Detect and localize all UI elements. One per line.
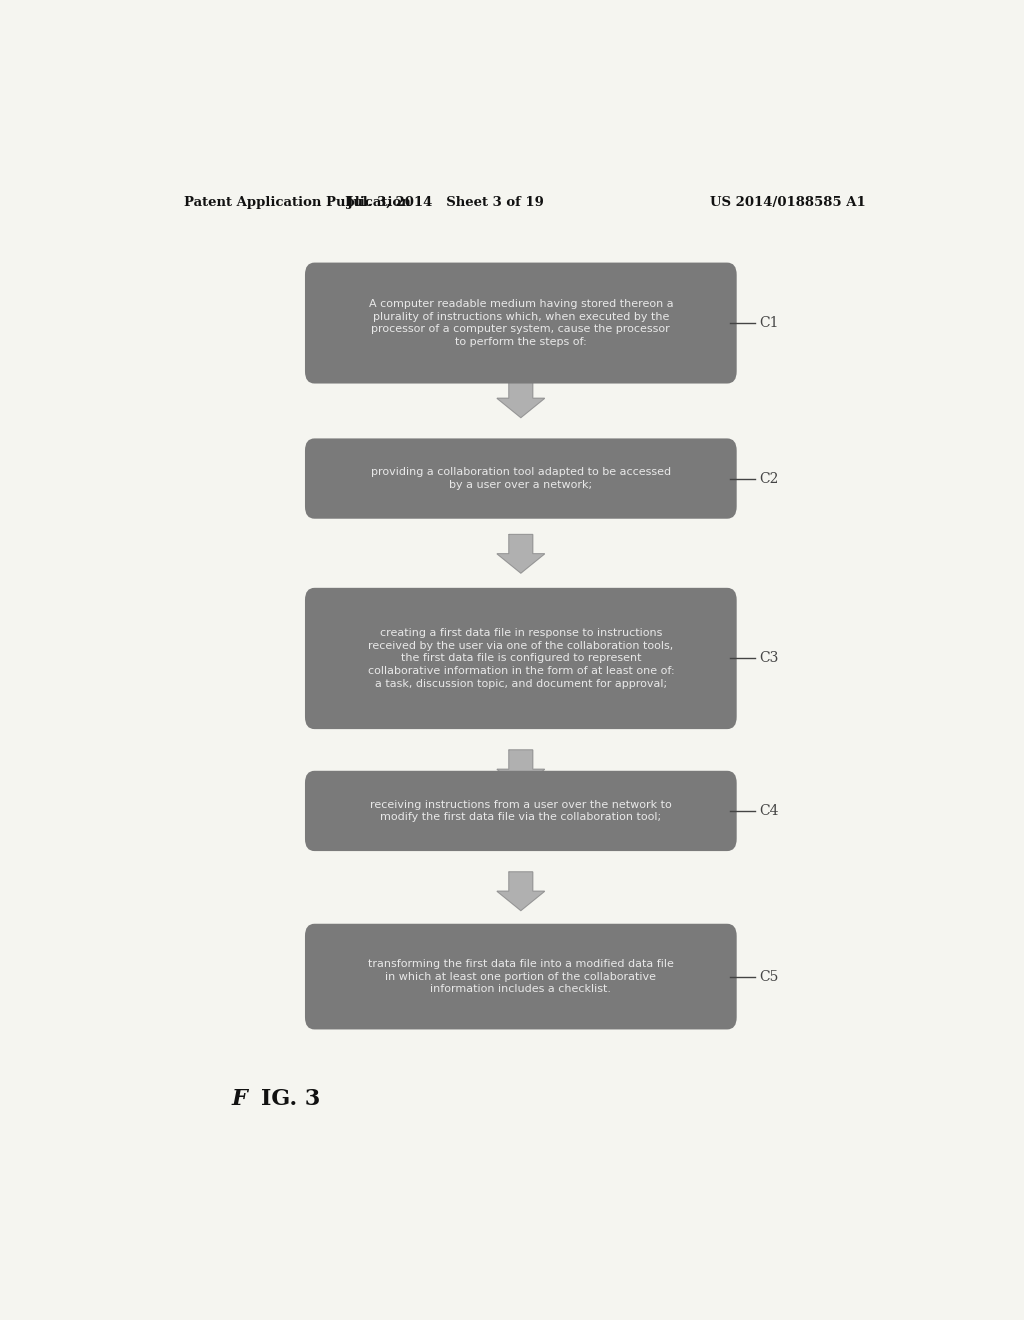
Text: C4: C4 <box>759 804 778 818</box>
FancyBboxPatch shape <box>305 438 736 519</box>
Text: A computer readable medium having stored thereon a
plurality of instructions whi: A computer readable medium having stored… <box>369 298 673 347</box>
FancyBboxPatch shape <box>305 263 736 384</box>
Polygon shape <box>497 379 545 417</box>
Text: IG. 3: IG. 3 <box>261 1088 321 1110</box>
FancyBboxPatch shape <box>305 924 736 1030</box>
Text: creating a first data file in response to instructions
received by the user via : creating a first data file in response t… <box>368 628 674 689</box>
Text: C1: C1 <box>759 315 778 330</box>
Polygon shape <box>497 535 545 573</box>
Polygon shape <box>497 750 545 788</box>
Text: US 2014/0188585 A1: US 2014/0188585 A1 <box>711 195 866 209</box>
Text: C2: C2 <box>759 471 778 486</box>
Polygon shape <box>497 873 545 911</box>
FancyBboxPatch shape <box>305 587 736 729</box>
Text: receiving instructions from a user over the network to
modify the first data fil: receiving instructions from a user over … <box>370 800 672 822</box>
Text: C3: C3 <box>759 652 778 665</box>
Text: Patent Application Publication: Patent Application Publication <box>183 195 411 209</box>
Text: transforming the first data file into a modified data file
in which at least one: transforming the first data file into a … <box>368 958 674 994</box>
Text: F: F <box>231 1088 247 1110</box>
Text: Jul. 3, 2014   Sheet 3 of 19: Jul. 3, 2014 Sheet 3 of 19 <box>347 195 544 209</box>
FancyBboxPatch shape <box>305 771 736 851</box>
Text: providing a collaboration tool adapted to be accessed
by a user over a network;: providing a collaboration tool adapted t… <box>371 467 671 490</box>
Text: C5: C5 <box>759 970 778 983</box>
